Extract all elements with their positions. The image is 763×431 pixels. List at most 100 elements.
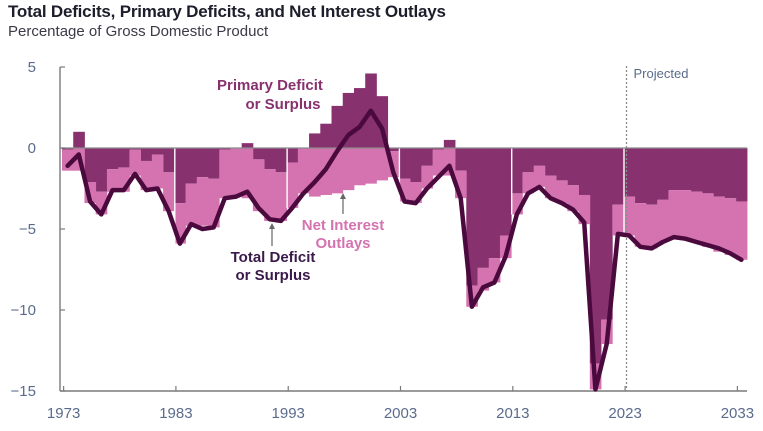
interest-bar [634, 203, 647, 247]
interest-bar [612, 204, 624, 236]
primary-bar [567, 148, 579, 186]
interest-bar [567, 185, 579, 212]
primary-bar [544, 148, 557, 176]
interest-bar [129, 149, 142, 176]
interest-bar [499, 235, 512, 259]
interest-bar [151, 154, 164, 189]
primary-bar [196, 148, 209, 178]
interest-bar [365, 148, 377, 184]
interest-bar [241, 148, 254, 199]
primary-bar [735, 148, 748, 202]
primary-bar [275, 148, 287, 173]
primary-bar [320, 123, 332, 148]
primary-bar [264, 148, 276, 170]
projected-label: Projected [634, 66, 689, 81]
primary-bar [690, 148, 703, 192]
primary-bar [623, 148, 636, 197]
primary-bar [219, 148, 231, 150]
interest-bar [309, 148, 321, 197]
x-tick-label: 1993 [272, 405, 305, 422]
interest-bar [219, 149, 231, 199]
primary-bar [387, 148, 400, 152]
interest-bar [713, 196, 725, 252]
interest-bar [645, 204, 658, 249]
interest-bar [207, 178, 220, 228]
total-line-group [65, 108, 744, 392]
interest-bar [196, 177, 209, 226]
chart-subtitle: Percentage of Gross Domestic Product [8, 23, 269, 40]
interest-bar [230, 148, 243, 197]
x-tick-label: 2013 [496, 405, 529, 422]
primary-annotation-label: or Surplus [245, 96, 320, 113]
interest-bar [252, 159, 265, 212]
interest-bar [556, 180, 568, 204]
y-tick-label: −5 [19, 221, 36, 238]
primary-bar [129, 148, 142, 150]
primary-bar [421, 148, 433, 166]
primary-bar [488, 148, 501, 259]
interest-bar [522, 172, 535, 194]
total-deficit-line [65, 108, 744, 392]
interest-bar [724, 198, 737, 255]
primary-bar [556, 148, 568, 181]
primary-bar [511, 148, 523, 194]
projected-group: Projected [625, 66, 689, 391]
total-annotation-label: or Surplus [235, 267, 310, 284]
interest-bar [421, 165, 433, 189]
interest-bar [578, 194, 591, 225]
primary-bar [118, 148, 130, 168]
primary-bar [73, 131, 85, 148]
y-tick-label: 5 [28, 59, 36, 76]
primary-bar [353, 88, 366, 148]
interest-bar [432, 149, 445, 176]
primary-bar [702, 148, 714, 194]
primary-bar [140, 148, 153, 161]
primary-bar [342, 92, 355, 148]
interest-bar [623, 196, 636, 236]
primary-bar [657, 148, 669, 200]
primary-bar [252, 148, 265, 160]
interest-bar [410, 182, 422, 204]
interest-bar [342, 148, 355, 191]
interest-bar [702, 193, 714, 247]
primary-bar [713, 148, 725, 197]
interest-bar [398, 178, 411, 202]
interest-bar [174, 203, 186, 244]
interest-bar [735, 201, 748, 260]
primary-bar [668, 148, 681, 191]
x-tick-label: 2003 [384, 405, 417, 422]
primary-bar [163, 148, 175, 173]
annotations-group: Primary Deficit or Surplus Net InterestOut… [217, 77, 384, 284]
interest-bar [275, 172, 287, 221]
primary-bar [477, 148, 490, 268]
total-annotation-arrowhead [269, 223, 275, 229]
interest-bar [95, 191, 108, 215]
primary-bar [533, 148, 546, 166]
interest-bar [185, 183, 198, 226]
primary-bar [331, 105, 344, 148]
interest-bar [140, 160, 153, 191]
primary-bar [724, 148, 737, 199]
primary-bar [466, 148, 478, 286]
interest-annotation-label: Net Interest [302, 217, 385, 234]
primary-bar [612, 148, 624, 205]
primary-bar [410, 148, 422, 183]
primary-bar [241, 143, 254, 148]
interest-bar [118, 167, 130, 192]
y-tick-label: 0 [28, 140, 36, 157]
primary-bar [679, 148, 692, 191]
interest-bar [376, 148, 389, 181]
primary-bar [634, 148, 647, 204]
primary-bar [589, 148, 602, 364]
interest-bar [84, 182, 97, 204]
interest-annotation-label: Outlays [315, 235, 370, 252]
x-tick-label: 2023 [608, 405, 641, 422]
y-tick-label: −15 [11, 383, 36, 400]
primary-bar [499, 148, 512, 236]
interest-bar [544, 175, 557, 199]
interest-bar [62, 149, 74, 171]
primary-bar [522, 148, 535, 173]
primary-bar [601, 148, 613, 320]
interest-bar [690, 191, 703, 242]
